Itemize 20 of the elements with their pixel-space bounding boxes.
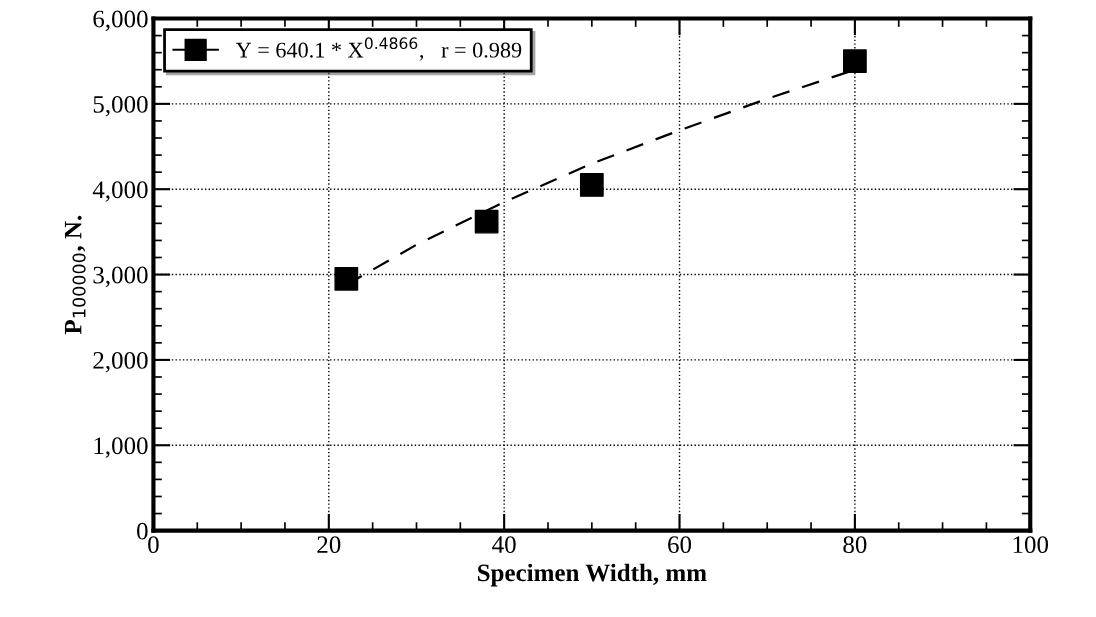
x-tick-label: 100 [1013,536,1049,554]
x-tick-label: 80 [843,536,867,554]
point [474,209,499,234]
point [842,49,867,74]
x-tick-label: 0 [148,536,159,554]
y-tick-label: 5,000 [93,95,148,117]
y-tick-label: 4,000 [92,181,148,202]
point [334,266,359,291]
y-tick-label: 2,000 [93,351,148,373]
y-tick-label: 3,000 [93,266,148,288]
legend-label: Y = 640.1 * X$^{0.4866}$, r = 0.989 [235,37,522,61]
x-tick-label: 60 [668,536,692,554]
x-tick-label: 40 [492,536,516,554]
x-tick-label: 20 [317,536,341,554]
y-tick-label: 6,000 [93,10,148,32]
y-tick-label: 1,000 [94,437,148,458]
y-tick-label: 0 [137,522,148,540]
point [579,173,604,197]
x-axis-title: Specimen Width, mm [477,563,707,587]
y-axis-title: P$_{100000}$, N. [64,215,86,335]
